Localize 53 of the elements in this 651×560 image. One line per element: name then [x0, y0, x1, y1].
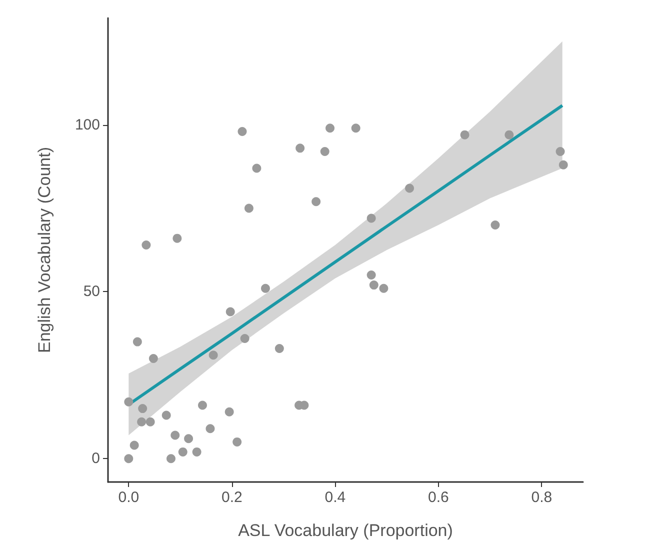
point — [369, 280, 378, 290]
point — [379, 284, 388, 293]
point — [366, 270, 376, 280]
point — [124, 454, 134, 464]
point — [558, 160, 568, 170]
x-tick-label: 0.6 — [428, 489, 449, 506]
point — [146, 417, 155, 426]
point — [130, 440, 139, 450]
point — [178, 447, 188, 456]
x-tick-label: 0.4 — [324, 489, 346, 506]
x-tick-label: 0.8 — [531, 489, 552, 506]
point — [208, 350, 218, 360]
point — [504, 130, 514, 140]
point — [240, 334, 250, 343]
point — [490, 220, 500, 230]
point — [166, 454, 176, 464]
x-axis-title: ASL Vocabulary (Proportion) — [238, 521, 453, 540]
point — [137, 417, 146, 426]
x-tick-label: 0.0 — [118, 489, 140, 506]
point — [124, 397, 134, 406]
point — [232, 437, 242, 446]
y-tick-label: 50 — [83, 283, 100, 300]
point — [351, 124, 360, 133]
point — [184, 434, 194, 444]
point — [312, 197, 321, 206]
point — [296, 144, 305, 153]
point — [172, 234, 182, 243]
point — [260, 284, 270, 293]
point — [162, 410, 171, 420]
point — [198, 400, 207, 410]
point — [460, 130, 470, 140]
y-tick-label: 0 — [92, 450, 100, 468]
point — [366, 214, 376, 223]
point — [148, 354, 158, 363]
point — [326, 124, 335, 133]
point — [142, 240, 151, 250]
point — [192, 447, 202, 456]
point — [206, 424, 215, 434]
y-axis-title: English Vocabulary (Count) — [35, 146, 54, 354]
point — [252, 164, 262, 173]
point — [405, 184, 414, 193]
point — [274, 344, 284, 353]
x-tick-label: 0.2 — [221, 489, 242, 506]
point — [138, 404, 148, 414]
point — [170, 430, 180, 440]
y-tick-label: 100 — [74, 116, 100, 134]
point — [244, 204, 254, 213]
point — [226, 307, 235, 316]
point — [224, 407, 234, 416]
point — [320, 147, 330, 156]
point — [238, 127, 247, 136]
point — [132, 337, 142, 346]
point — [556, 147, 565, 156]
